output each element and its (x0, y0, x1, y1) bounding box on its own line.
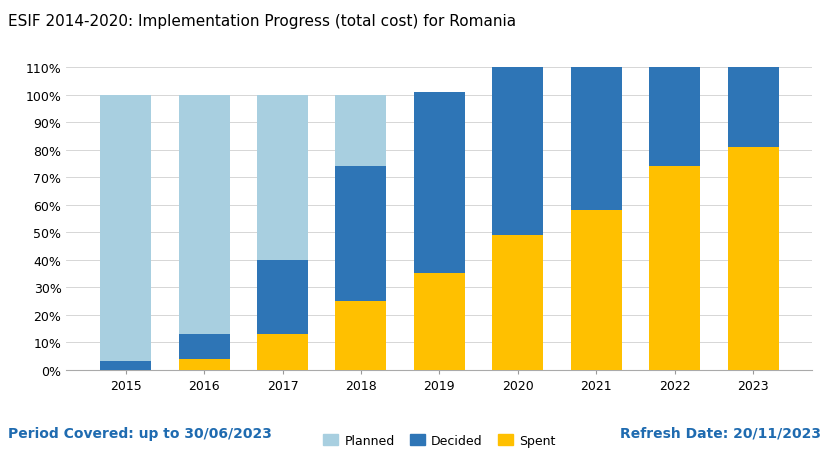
Bar (570, 211, 621, 370)
Bar (335, 301, 386, 370)
Text: Refresh Date: 20/11/2023: Refresh Date: 20/11/2023 (619, 426, 820, 440)
Text: ESIF 2014-2020: Implementation Progress (total cost) for Romania: ESIF 2014-2020: Implementation Progress … (8, 14, 516, 28)
Bar (648, 68, 700, 370)
Bar (492, 95, 542, 370)
Bar (727, 147, 777, 370)
Bar (727, 68, 777, 370)
Bar (335, 95, 386, 370)
Bar (570, 95, 621, 370)
Bar (648, 167, 700, 370)
Bar (335, 167, 386, 370)
Bar (648, 95, 700, 370)
Bar (100, 95, 151, 370)
Bar (413, 95, 465, 370)
Bar (492, 235, 542, 370)
Bar (178, 334, 229, 370)
Bar (727, 95, 777, 370)
Bar (100, 362, 151, 370)
Bar (178, 359, 229, 370)
Bar (257, 95, 308, 370)
Bar (257, 260, 308, 370)
Bar (570, 68, 621, 370)
Text: Period Covered: up to 30/06/2023: Period Covered: up to 30/06/2023 (8, 426, 272, 440)
Bar (178, 95, 229, 370)
Bar (492, 68, 542, 370)
Bar (257, 334, 308, 370)
Bar (413, 92, 465, 370)
Legend: Planned, Decided, Spent: Planned, Decided, Spent (318, 429, 560, 451)
Bar (413, 274, 465, 370)
